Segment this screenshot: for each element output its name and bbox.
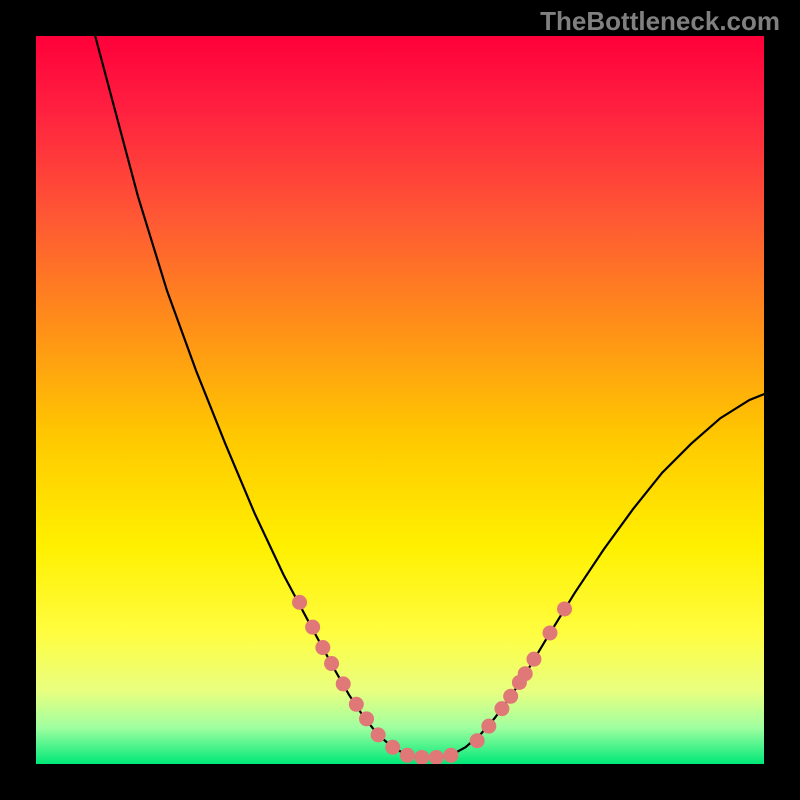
marker-point <box>503 689 518 704</box>
watermark-text: TheBottleneck.com <box>540 6 780 37</box>
marker-point <box>557 601 572 616</box>
marker-point <box>315 640 330 655</box>
marker-point <box>349 697 364 712</box>
marker-point <box>481 719 496 734</box>
marker-point <box>400 748 415 763</box>
chart-background <box>36 36 764 764</box>
marker-point <box>518 666 533 681</box>
marker-point <box>494 701 509 716</box>
marker-point <box>443 748 458 763</box>
marker-point <box>542 625 557 640</box>
marker-point <box>324 656 339 671</box>
marker-point <box>385 740 400 755</box>
marker-point <box>359 711 374 726</box>
marker-point <box>292 595 307 610</box>
marker-point <box>371 727 386 742</box>
chart-svg <box>36 36 764 764</box>
bottleneck-chart <box>36 36 764 764</box>
marker-point <box>305 620 320 635</box>
marker-point <box>336 676 351 691</box>
marker-point <box>470 733 485 748</box>
marker-point <box>526 652 541 667</box>
